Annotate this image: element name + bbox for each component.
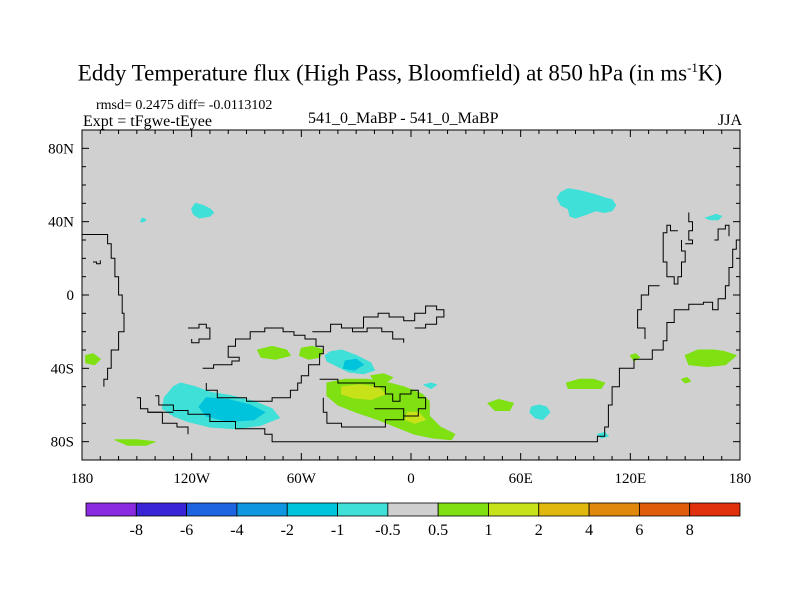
x-tick-label: 180 bbox=[71, 471, 94, 487]
axis-ticks bbox=[81, 129, 741, 461]
y-tick-label: 40N bbox=[48, 215, 74, 231]
axis-tick-labels: 180 120W 60W 0 60E 120E 180 80N 40N 0 40S 80S bbox=[48, 141, 751, 487]
contour-region-1-0 bbox=[342, 358, 364, 371]
contour-region-0-8 bbox=[529, 404, 551, 421]
title-tail: K) bbox=[697, 60, 723, 86]
title-superscript: -1 bbox=[687, 60, 698, 75]
x-tick-label: 180 bbox=[729, 471, 752, 487]
colorbar-box bbox=[588, 502, 640, 517]
season-label: JJA bbox=[717, 112, 742, 129]
stats-label: rmsd= 0.2475 diff= -0.0113102 bbox=[96, 98, 273, 113]
y-tick-label: 80S bbox=[51, 435, 74, 451]
colorbar-box bbox=[337, 502, 389, 517]
coastline-14 bbox=[637, 285, 660, 339]
colorbar-label: 8 bbox=[686, 522, 694, 539]
coastline-2 bbox=[155, 234, 740, 443]
colorbar-label: -2 bbox=[281, 522, 294, 539]
colorbar-box bbox=[488, 502, 540, 517]
contour-region-0-0 bbox=[191, 202, 215, 219]
colorbar-label: 1 bbox=[484, 522, 492, 539]
colorbar-label: 0.5 bbox=[428, 522, 448, 539]
colorbar: -8 -6 -4 -2 -1 -0.5 0.5 1 2 4 6 8 bbox=[85, 502, 741, 539]
colorbar-box bbox=[135, 502, 188, 517]
title-main: Eddy Temperature flux (High Pass, Bloomf… bbox=[77, 60, 688, 86]
y-tick-label: 0 bbox=[67, 288, 75, 304]
contour-region-2-7 bbox=[565, 378, 606, 389]
contour-regions bbox=[85, 188, 737, 446]
colorbar-box bbox=[286, 502, 338, 517]
y-tick-label: 80N bbox=[48, 141, 74, 157]
contour-region-2-2 bbox=[85, 353, 101, 366]
colorbar-box bbox=[437, 502, 489, 517]
coastline-5 bbox=[312, 323, 405, 343]
coastline-7 bbox=[319, 378, 427, 428]
x-tick-label: 120W bbox=[173, 471, 211, 487]
contour-region-2-6 bbox=[487, 399, 514, 411]
colorbar-label: 2 bbox=[535, 522, 543, 539]
contour-region-2-0 bbox=[257, 345, 291, 360]
colorbar-box bbox=[387, 502, 439, 517]
coastline-4 bbox=[202, 327, 324, 402]
coastline-10 bbox=[147, 411, 189, 435]
chart-title: Eddy Temperature flux (High Pass, Bloomf… bbox=[0, 60, 800, 87]
coastline-6 bbox=[352, 305, 445, 329]
y-tick-label: 40S bbox=[51, 361, 74, 377]
coastline-0 bbox=[82, 234, 125, 387]
contour-region-2-10 bbox=[681, 377, 692, 384]
contour-region-0-1 bbox=[140, 217, 147, 223]
coastline-13 bbox=[714, 224, 730, 241]
colorbar-label: 6 bbox=[635, 522, 643, 539]
coastline-12 bbox=[685, 212, 693, 245]
coastline-11 bbox=[662, 224, 686, 285]
experiment-label: Expt = tFgwe-tEyee bbox=[83, 113, 212, 130]
contour-region-0-3 bbox=[704, 213, 723, 221]
colorbar-label: -6 bbox=[180, 522, 193, 539]
contour-region-0-6 bbox=[423, 382, 438, 389]
contour-region-2-5 bbox=[370, 373, 394, 384]
x-tick-label: 0 bbox=[407, 471, 415, 487]
contour-region-2-8 bbox=[629, 353, 640, 362]
colorbar-box bbox=[689, 502, 741, 517]
colorbar-box bbox=[236, 502, 288, 517]
coastline-3 bbox=[188, 323, 211, 344]
colorbar-box bbox=[186, 502, 238, 517]
coastline-1 bbox=[93, 260, 101, 265]
x-tick-label: 120E bbox=[614, 471, 646, 487]
contour-region-3-1 bbox=[405, 411, 427, 424]
coastlines bbox=[82, 212, 740, 443]
cases-label: 541_0_MaBP - 541_0_MaBP bbox=[308, 110, 499, 127]
colorbar-box bbox=[85, 502, 137, 517]
coastline-8 bbox=[374, 408, 405, 416]
contour-region-2-3 bbox=[114, 439, 156, 446]
colorbar-box bbox=[538, 502, 590, 517]
contour-region-3-0 bbox=[341, 384, 386, 400]
contour-region-2-9 bbox=[684, 349, 737, 367]
colorbar-label: -8 bbox=[130, 522, 143, 539]
contour-region-1-1 bbox=[198, 397, 266, 422]
colorbar-label: -4 bbox=[230, 522, 243, 539]
colorbar-label: -1 bbox=[331, 522, 344, 539]
colorbar-label: 4 bbox=[585, 522, 593, 539]
x-tick-label: 60E bbox=[509, 471, 533, 487]
contour-region-0-2 bbox=[556, 188, 617, 219]
x-tick-label: 60W bbox=[287, 471, 317, 487]
colorbar-label: -0.5 bbox=[375, 522, 400, 539]
colorbar-box bbox=[638, 502, 691, 517]
